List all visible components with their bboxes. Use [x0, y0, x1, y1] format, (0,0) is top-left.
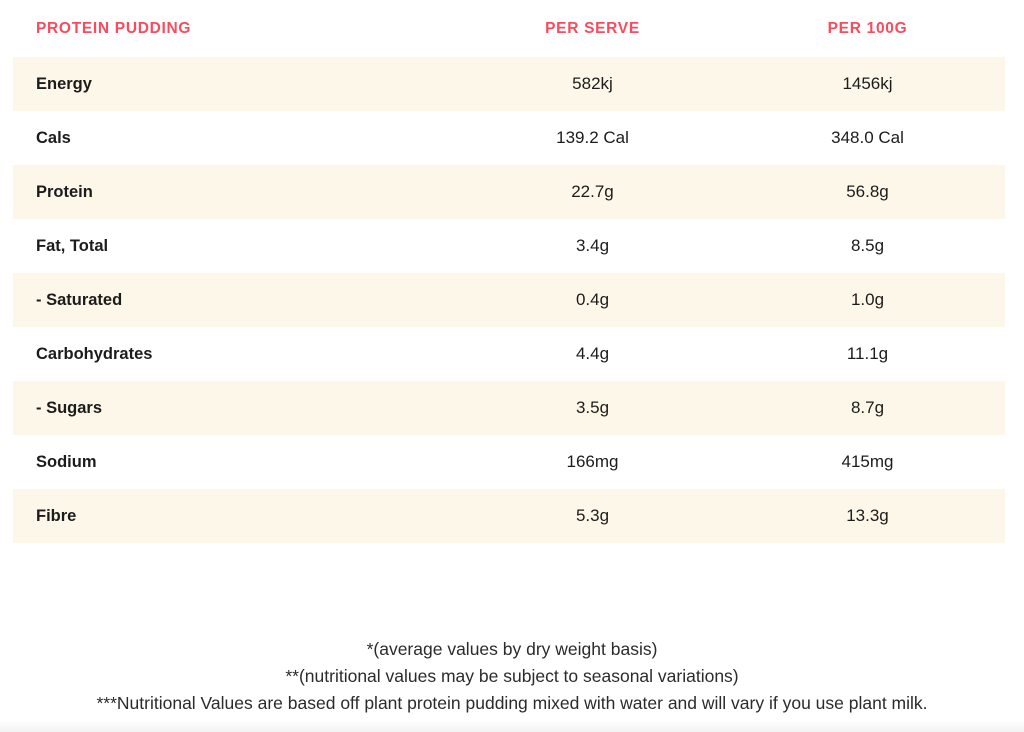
- table-row-saturated: - Saturated 0.4g 1.0g: [13, 273, 1005, 327]
- per-100g-value: 1.0g: [850, 290, 885, 309]
- per-serve-value: 22.7g: [571, 182, 614, 201]
- per-100g-value: 56.8g: [846, 182, 889, 201]
- nutrition-table-header: PROTEIN PUDDING PER SERVE PER 100G: [13, 0, 1005, 57]
- row-label: Cals: [36, 128, 71, 147]
- row-label: - Saturated: [36, 290, 123, 309]
- nutrition-panel: PROTEIN PUDDING PER SERVE PER 100G Energ…: [13, 0, 1005, 543]
- table-row-carbohydrates: Carbohydrates 4.4g 11.1g: [13, 327, 1005, 381]
- row-label: Fibre: [36, 506, 77, 525]
- row-label: Carbohydrates: [36, 344, 153, 363]
- nutrition-table-body: Energy 582kj 1456kj Cals 139.2 Cal 348.0…: [13, 57, 1005, 543]
- table-row-fibre: Fibre 5.3g 13.3g: [13, 489, 1005, 543]
- footnotes: *(average values by dry weight basis) **…: [0, 636, 1024, 717]
- per-serve-value: 139.2 Cal: [556, 128, 629, 147]
- per-serve-value: 3.5g: [575, 398, 610, 417]
- table-row-cals: Cals 139.2 Cal 348.0 Cal: [13, 111, 1005, 165]
- per-100g-value: 11.1g: [846, 344, 889, 363]
- per-100g-value: 8.7g: [850, 398, 885, 417]
- per-100g-value: 1456kj: [842, 74, 893, 93]
- footnote-dry-weight: *(average values by dry weight basis): [366, 639, 658, 659]
- per-serve-value: 3.4g: [575, 236, 610, 255]
- column-header-per-serve: PER SERVE: [545, 19, 640, 37]
- table-row-sodium: Sodium 166mg 415mg: [13, 435, 1005, 489]
- footnote-seasonal-variations: **(nutritional values may be subject to …: [285, 666, 739, 686]
- per-100g-value: 415mg: [841, 452, 894, 471]
- per-100g-value: 8.5g: [850, 236, 885, 255]
- footnote-plant-milk: ***Nutritional Values are based off plan…: [96, 693, 928, 713]
- column-header-per-100g: PER 100G: [827, 19, 908, 37]
- per-serve-value: 5.3g: [575, 506, 610, 525]
- page-edge-divider: [0, 722, 1024, 732]
- per-100g-value: 348.0 Cal: [831, 128, 904, 147]
- per-serve-value: 0.4g: [575, 290, 610, 309]
- per-serve-value: 4.4g: [575, 344, 610, 363]
- row-label: Sodium: [36, 452, 97, 471]
- per-serve-value: 166mg: [566, 452, 619, 471]
- table-row-fat-total: Fat, Total 3.4g 8.5g: [13, 219, 1005, 273]
- row-label: Protein: [36, 182, 93, 201]
- row-label: Fat, Total: [36, 236, 109, 255]
- table-row-energy: Energy 582kj 1456kj: [13, 57, 1005, 111]
- row-label: - Sugars: [36, 398, 103, 417]
- per-serve-value: 582kj: [572, 74, 613, 93]
- product-title: PROTEIN PUDDING: [36, 19, 192, 37]
- row-label: Energy: [36, 74, 92, 93]
- per-100g-value: 13.3g: [846, 506, 889, 525]
- table-row-protein: Protein 22.7g 56.8g: [13, 165, 1005, 219]
- table-row-sugars: - Sugars 3.5g 8.7g: [13, 381, 1005, 435]
